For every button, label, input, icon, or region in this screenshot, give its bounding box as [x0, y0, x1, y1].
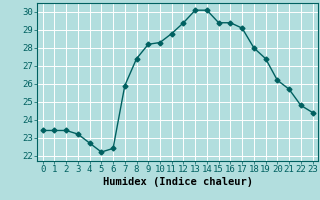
X-axis label: Humidex (Indice chaleur): Humidex (Indice chaleur)	[103, 177, 252, 187]
